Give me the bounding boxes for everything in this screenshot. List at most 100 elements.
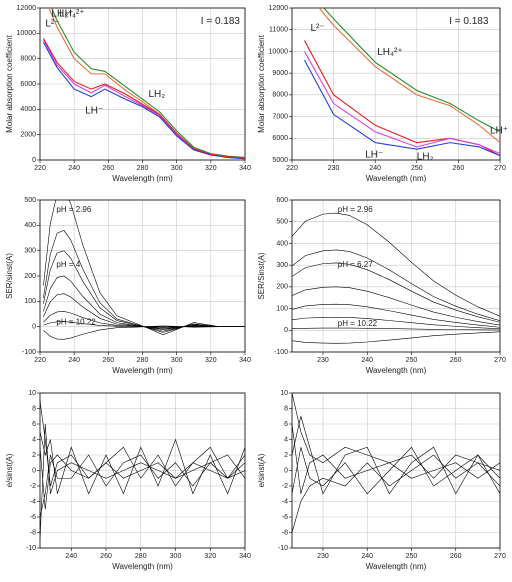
- y-axis-label: e/sinst(A): [5, 453, 14, 487]
- series-line: [292, 454, 500, 533]
- series-line: [40, 423, 245, 541]
- series-label: LH⁺: [490, 125, 508, 136]
- series-line: [292, 416, 500, 495]
- plot-frame: [291, 199, 501, 353]
- x-tick-label: 230: [317, 553, 329, 560]
- series-label: LH₄²⁺: [377, 47, 402, 58]
- series-label: LH₂: [149, 89, 166, 100]
- series-line: [292, 393, 500, 479]
- y-tick-label: 12000: [269, 5, 289, 12]
- series-line: [43, 321, 245, 328]
- x-tick-label: 250: [411, 165, 423, 172]
- x-tick-label: 230: [317, 357, 329, 364]
- series-line: [323, 8, 500, 133]
- x-tick-label: 300: [171, 165, 183, 172]
- x-tick-label: 250: [406, 553, 418, 560]
- series-group: [43, 200, 245, 340]
- x-tick-label: 240: [361, 357, 373, 364]
- series-label: LH⁻: [365, 149, 383, 160]
- series-line: [40, 447, 245, 510]
- y-axis-label: SER/sinst(A): [5, 253, 14, 299]
- annotation: I = 0.183: [449, 16, 489, 27]
- series-line: [292, 286, 500, 326]
- y-tick-label: 10000: [17, 30, 37, 37]
- y-tick-label: 8000: [272, 92, 288, 99]
- y-tick-label: 100: [24, 298, 36, 305]
- x-tick-label: 320: [205, 165, 217, 172]
- series-label: LH₂: [417, 152, 434, 163]
- x-axis-label: Wavelength (nm): [112, 366, 173, 375]
- series-group: [292, 393, 500, 533]
- x-tick-label: 260: [453, 165, 465, 172]
- x-tick-label: 220: [34, 165, 46, 172]
- x-tick-label: 230: [328, 165, 340, 172]
- y-tick-label: 2000: [20, 132, 36, 139]
- series-group: [303, 8, 500, 157]
- panel: 220 240 260 280 300 320 340 0 2000 4000 6000 8000 10…: [5, 5, 251, 183]
- series-line: [43, 325, 245, 340]
- y-tick-label: 10: [28, 390, 36, 397]
- y-tick-label: 300: [276, 262, 288, 269]
- annotation: pH = 6.27: [338, 260, 373, 269]
- y-tick-label: 10: [280, 390, 288, 397]
- series-line: [292, 303, 500, 328]
- series-line: [292, 212, 500, 317]
- annotation: pH = 4: [56, 260, 80, 269]
- x-tick-label: 270: [494, 357, 506, 364]
- y-tick-label: 500: [24, 197, 36, 204]
- series-line: [40, 431, 245, 495]
- x-axis-label: Wavelength (nm): [366, 366, 427, 375]
- series-line: [292, 262, 500, 323]
- y-tick-label: -2: [282, 483, 288, 490]
- panel: 240 260 280 300 320 340 -10 -8 -6 -4 -2 0 2 4 6 8 10 Wave…: [5, 390, 251, 571]
- y-tick-label: 0: [284, 327, 288, 334]
- y-tick-label: 4: [32, 436, 36, 443]
- series-line: [40, 400, 245, 487]
- y-tick-label: 7000: [272, 113, 288, 120]
- y-tick-label: -6: [30, 514, 36, 521]
- y-tick-label: -4: [30, 498, 36, 505]
- series-group: [42, 8, 245, 160]
- x-tick-label: 340: [239, 357, 251, 364]
- y-tick-label: 4: [284, 436, 288, 443]
- plot-frame: [39, 7, 246, 161]
- y-tick-label: 6000: [20, 81, 36, 88]
- x-tick-label: 220: [34, 357, 46, 364]
- x-tick-label: 320: [205, 357, 217, 364]
- y-tick-label: 200: [24, 273, 36, 280]
- y-axis-label: Molar absorption coefficient: [5, 34, 14, 132]
- x-tick-label: 260: [450, 357, 462, 364]
- y-tick-label: -2: [30, 483, 36, 490]
- y-tick-label: 400: [276, 240, 288, 247]
- x-tick-label: 260: [450, 553, 462, 560]
- x-tick-label: 280: [135, 553, 147, 560]
- series-line: [303, 51, 500, 154]
- y-tick-label: 8000: [20, 56, 36, 63]
- y-tick-label: -8: [30, 529, 36, 536]
- y-tick-label: -100: [22, 349, 36, 356]
- x-tick-label: 300: [170, 553, 182, 560]
- series-line: [292, 331, 500, 344]
- series-line: [292, 316, 500, 330]
- y-tick-label: 600: [276, 197, 288, 204]
- series-label: LH₃⁺: [51, 9, 73, 20]
- x-tick-label: 270: [494, 165, 506, 172]
- y-tick-label: -100: [274, 349, 288, 356]
- y-axis-label: Molar absorption coefficient: [257, 34, 266, 132]
- y-tick-label: 0: [32, 467, 36, 474]
- x-axis-label: Wavelength (nm): [112, 174, 173, 183]
- series-line: [43, 250, 245, 332]
- x-axis-label: Wavelength (nm): [112, 562, 173, 571]
- series-line: [292, 423, 500, 494]
- series-line: [42, 41, 245, 160]
- annotation: pH = 2.96: [338, 205, 373, 214]
- y-tick-label: 8: [32, 405, 36, 412]
- x-axis-label: Wavelength (nm): [366, 174, 427, 183]
- series-line: [292, 446, 500, 495]
- series-label: L²⁻: [310, 23, 324, 34]
- y-tick-label: 11000: [269, 27, 288, 34]
- x-tick-label: 240: [65, 553, 77, 560]
- y-tick-label: -10: [26, 545, 36, 552]
- y-tick-label: -6: [282, 514, 288, 521]
- x-axis-label: Wavelength (nm): [366, 562, 427, 571]
